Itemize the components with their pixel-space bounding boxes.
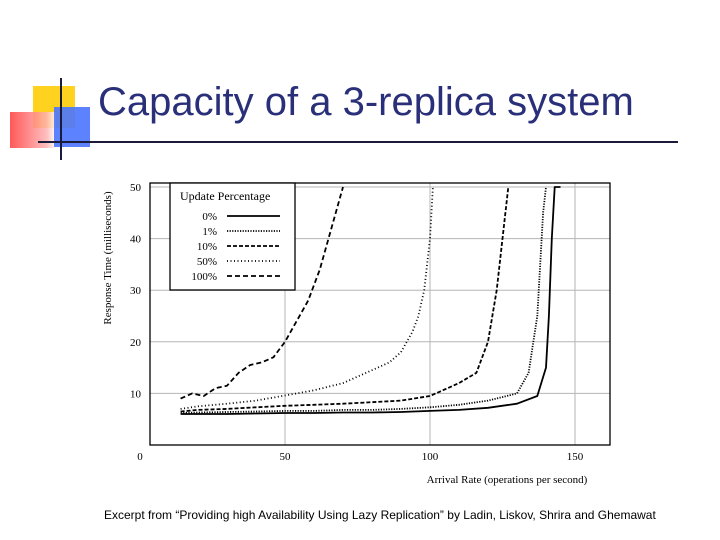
y-tick-labels: 10 20 30 40 50: [130, 182, 142, 400]
x-tick-labels: 0 50 100 150: [137, 451, 584, 463]
x-axis-label: Arrival Rate (operations per second): [427, 474, 588, 486]
x-tick-label: 50: [280, 451, 292, 463]
legend-label: 0%: [202, 211, 217, 223]
y-tick-label: 30: [130, 285, 142, 297]
title-underline: [38, 141, 678, 143]
legend-label: 50%: [197, 256, 217, 268]
y-tick-label: 10: [130, 388, 142, 400]
legend-label: 100%: [191, 271, 217, 283]
plot-area-border: [149, 182, 611, 446]
legend-entries: 0% 1% 10% 50% 100%: [191, 211, 280, 283]
x-tick-label: 0: [137, 451, 143, 463]
series-line-4: [180, 186, 344, 400]
legend-title: Update Percentage: [180, 189, 270, 203]
series-line-3: [180, 186, 434, 410]
y-axis-label: Response Time (milliseconds): [102, 191, 114, 325]
legend: Update Percentage 0% 1% 10% 50% 100%: [169, 182, 296, 291]
series-line-0: [180, 186, 561, 415]
series-lines: [180, 186, 561, 415]
slide-title: Capacity of a 3-replica system: [98, 80, 634, 124]
decor-vertical-rule: [60, 78, 62, 160]
source-caption: Excerpt from “Providing high Availabilit…: [104, 508, 656, 522]
legend-box: [169, 182, 296, 291]
legend-label: 10%: [197, 241, 217, 253]
y-tick-label: 50: [130, 182, 142, 194]
series-line-2: [180, 186, 510, 413]
series-line-1: [180, 186, 547, 414]
legend-label: 1%: [202, 226, 217, 238]
y-tick-label: 40: [130, 234, 142, 246]
y-tick-label: 20: [130, 337, 142, 349]
x-tick-label: 150: [567, 451, 584, 463]
x-tick-label: 100: [422, 451, 439, 463]
response-time-chart: 10 20 30 40 50 0 50 100 150 Update Percentage 0…: [102, 182, 611, 486]
